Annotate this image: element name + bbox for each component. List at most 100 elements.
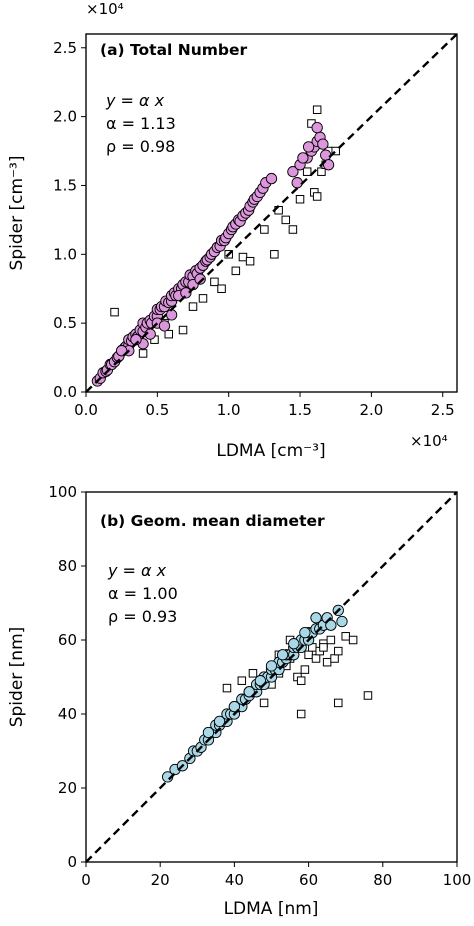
data-point-square	[334, 698, 343, 708]
data-point-circle	[276, 649, 289, 661]
data-point-square	[178, 325, 188, 335]
data-point-circle	[297, 152, 309, 164]
y-tick-label-a: 1.0	[53, 245, 77, 263]
x-tick-label-a: 1.0	[217, 401, 241, 419]
x-tick-label-b: 100	[443, 871, 472, 889]
data-point-square	[296, 709, 306, 719]
y-tick-label-b: 100	[48, 483, 77, 501]
fit-line-b	[85, 491, 458, 863]
data-point-circle	[254, 675, 267, 687]
x-tick-label-a: 0.5	[145, 401, 169, 419]
x-tick-label-a: 2.5	[431, 401, 455, 419]
x-axis-label-b: LDMA [nm]	[224, 899, 319, 919]
y-axis-label-b: Spider [nm]	[7, 627, 27, 728]
data-point-square	[270, 250, 279, 259]
plot-area-a	[85, 33, 458, 393]
x-tick-label-b: 80	[373, 871, 392, 889]
y-tick-label-b: 0	[67, 853, 77, 871]
x-tick-label-b: 20	[151, 871, 170, 889]
data-point-square	[231, 266, 241, 276]
data-point-square	[288, 225, 298, 234]
chart-panel-b: (b) Geom. mean diameter y = α x α = 1.00…	[7, 483, 471, 919]
data-point-circle	[299, 626, 311, 639]
y-axis-label-a: Spider [cm⁻³]	[7, 156, 27, 271]
annotation-line-a-3: ρ = 0.98	[106, 137, 175, 156]
data-point-circle	[288, 638, 300, 650]
data-point-square	[363, 691, 373, 700]
data-point-square	[248, 669, 258, 678]
data-point-circle	[265, 660, 278, 672]
data-point-square	[341, 632, 350, 641]
y-tick-label-a: 0.0	[53, 383, 77, 401]
data-point-square	[260, 225, 269, 234]
y-tick-label-b: 80	[58, 557, 77, 575]
plot-area-b	[85, 491, 458, 863]
data-point-square	[237, 676, 247, 685]
data-point-square	[312, 192, 322, 201]
y-tick-label-b: 40	[58, 705, 77, 723]
data-point-square	[222, 683, 232, 693]
data-point-circle	[287, 166, 299, 178]
y-tick-label-a: 1.5	[53, 176, 77, 194]
data-point-circle	[291, 177, 303, 189]
annotation-line-b-1: y = α x	[107, 561, 167, 580]
data-point-square	[330, 654, 339, 663]
chart-panel-a: ×10⁴ ×10⁴ (a) Total Number y = α x α = 1…	[7, 0, 458, 461]
data-point-circle	[116, 345, 128, 357]
data-point-circle	[311, 121, 323, 134]
annotation-line-a-2: α = 1.13	[106, 114, 176, 133]
x-tick-label-b: 60	[299, 871, 318, 889]
data-point-square	[319, 643, 328, 652]
data-point-circle	[213, 715, 226, 728]
data-point-square	[217, 284, 226, 293]
data-point-circle	[302, 141, 315, 153]
annotation-line-a-1: y = α x	[105, 91, 165, 110]
x-axis-label-a: LDMA [cm⁻³]	[216, 441, 325, 461]
data-point-square	[322, 657, 332, 667]
y-tick-label-b: 60	[58, 631, 77, 649]
data-point-square	[317, 167, 326, 176]
data-point-square	[312, 105, 322, 114]
data-point-circle	[325, 619, 337, 631]
data-point-square	[110, 307, 119, 317]
data-point-square	[296, 676, 306, 685]
data-point-circle	[265, 172, 278, 185]
data-point-square	[164, 329, 174, 339]
data-point-circle	[336, 615, 348, 628]
data-point-circle	[158, 320, 171, 332]
data-point-circle	[322, 159, 335, 171]
data-point-square	[302, 167, 312, 176]
data-point-square	[238, 252, 248, 262]
x-tick-label-b: 40	[225, 871, 244, 889]
data-point-square	[281, 215, 291, 225]
data-point-square	[300, 665, 310, 674]
data-point-square	[304, 650, 313, 660]
fit-line-a	[85, 33, 458, 393]
annotation-line-b-3: ρ = 0.93	[108, 607, 177, 626]
annotation-line-b-2: α = 1.00	[108, 584, 178, 603]
data-point-circle	[320, 149, 332, 161]
y-multiplier-a: ×10⁴	[86, 0, 124, 18]
data-point-square	[334, 646, 343, 656]
y-tick-label-b: 20	[58, 779, 77, 797]
data-point-circle	[228, 700, 241, 713]
data-point-square	[311, 654, 321, 663]
data-point-square	[188, 302, 198, 311]
data-point-circle	[165, 309, 178, 321]
x-tick-label-a: 1.5	[288, 401, 312, 419]
markers-b	[161, 604, 373, 783]
data-point-circle	[194, 273, 206, 285]
y-tick-label-a: 0.5	[53, 314, 77, 332]
y-tick-label-a: 2.0	[53, 108, 77, 126]
data-point-square	[259, 698, 269, 708]
data-point-circle	[202, 726, 215, 739]
data-point-square	[138, 349, 148, 358]
x-tick-label-b: 0	[81, 871, 91, 889]
data-point-square	[210, 277, 219, 287]
x-tick-label-a: 2.0	[359, 401, 383, 419]
data-point-square	[348, 635, 358, 645]
data-point-square	[295, 194, 305, 204]
data-point-square	[245, 256, 255, 266]
data-point-square	[198, 294, 208, 303]
